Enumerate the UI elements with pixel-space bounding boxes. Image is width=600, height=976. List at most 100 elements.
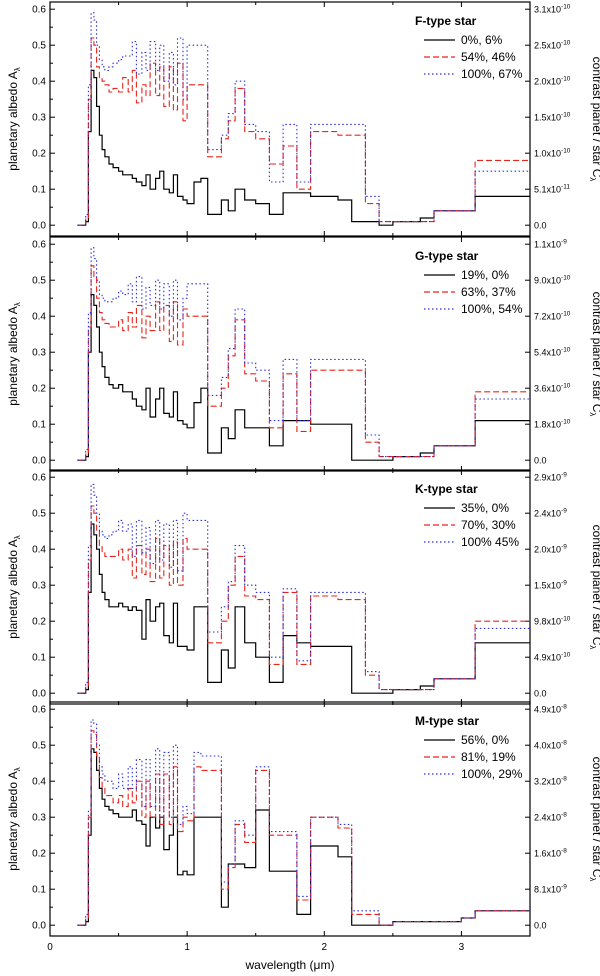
right-axis-label-subscript: λ — [588, 645, 597, 649]
legend-title: G-type star — [415, 249, 479, 263]
series-line-3 — [77, 12, 530, 226]
legend-title: M-type star — [415, 714, 479, 728]
right-tick-exponent: -11 — [561, 184, 570, 191]
y-tick-label: 0.2 — [32, 384, 46, 395]
y-axis-label-subscript: λ — [13, 302, 22, 306]
y-tick-label: 0.5 — [32, 276, 46, 287]
x-tick-label: 3 — [459, 942, 465, 953]
legend-entry: 100%, 54% — [461, 302, 523, 316]
right-tick-label: 1.8x10-10 — [534, 419, 571, 430]
plot-frame — [49, 1, 531, 237]
y-axis-label: planetary albedo Aλ — [6, 67, 22, 170]
right-tick-exponent: -10 — [561, 148, 571, 155]
y-tick-label: 0.1 — [32, 420, 46, 431]
right-axis-label-subscript: λ — [588, 177, 597, 181]
y-axis-label-subscript: λ — [13, 767, 22, 771]
right-axis-label: contrast planet / star Cλ — [588, 57, 600, 182]
right-tick-label: 3.6x10-10 — [534, 383, 571, 394]
right-tick-label: 7.2x10-10 — [534, 311, 571, 322]
right-tick-exponent: -8 — [561, 776, 567, 783]
right-tick-exponent: -10 — [561, 275, 571, 282]
right-axis-label-subscript: λ — [588, 877, 597, 881]
series-line-2 — [77, 265, 530, 461]
right-tick-label: 5.1x10-11 — [534, 184, 570, 195]
series-line-1 — [77, 69, 530, 226]
plot-frame — [49, 701, 531, 937]
right-tick-exponent: -9 — [561, 580, 567, 587]
y-tick-label: 0.3 — [32, 581, 46, 592]
y-axis-label: planetary albedo Aλ — [6, 767, 22, 870]
right-tick-exponent: -8 — [561, 740, 567, 747]
y-tick-label: 0.0 — [32, 689, 46, 700]
y-tick-label: 0.6 — [32, 240, 46, 251]
legend-entry: 54%, 46% — [461, 50, 516, 64]
right-tick-label: 2.0x10-9 — [534, 544, 567, 555]
y-tick-label: 0.0 — [32, 456, 46, 467]
legend-entry: 81%, 19% — [461, 750, 516, 764]
x-tick-label: 1 — [184, 942, 190, 953]
y-tick-label: 0.5 — [32, 741, 46, 752]
series-line-2 — [77, 37, 530, 226]
right-axis-label: contrast planet / star Cλ — [588, 757, 600, 882]
y-tick-label: 0.2 — [32, 849, 46, 860]
y-tick-label: 0.2 — [32, 149, 46, 160]
right-tick-label: 2.5x10-10 — [534, 40, 571, 51]
legend-title: K-type star — [415, 482, 478, 496]
y-tick-label: 0.3 — [32, 813, 46, 824]
series-line-1 — [77, 523, 530, 694]
x-tick-label: 2 — [322, 942, 328, 953]
right-tick-label: 0.0 — [534, 456, 547, 466]
y-tick-label: 0.1 — [32, 653, 46, 664]
right-tick-label: 4.9x10-8 — [534, 704, 567, 715]
right-tick-exponent: -10 — [561, 616, 571, 623]
right-tick-label: 0.0 — [534, 921, 547, 931]
y-tick-label: 0.4 — [32, 312, 46, 323]
plot-frame — [49, 469, 531, 705]
right-axis-label: contrast planet / star Cλ — [588, 292, 600, 417]
y-tick-label: 0.3 — [32, 113, 46, 124]
right-tick-label: 9.0x10-10 — [534, 275, 571, 286]
right-axis-label-subscript: λ — [588, 412, 597, 416]
right-tick-exponent: -10 — [561, 311, 571, 318]
panel-4: 0.0 0.1 0.2 0.3 0.4 0.5 0.6 0.0 8.1x10-9 1.6x10-8… — [6, 701, 600, 972]
y-tick-label: 0.2 — [32, 617, 46, 628]
legend-entry: 100%, 29% — [461, 767, 523, 781]
right-tick-exponent: -10 — [561, 40, 571, 47]
right-tick-exponent: -9 — [561, 884, 567, 891]
right-tick-exponent: -10 — [561, 652, 571, 659]
right-tick-label: 2.4x10-9 — [534, 508, 567, 519]
panel-2: 0.0 0.1 0.2 0.3 0.4 0.5 0.6 0.0 1.8x10-10 3.6x10-… — [6, 236, 600, 472]
plot-frame — [49, 236, 531, 472]
y-axis-label-subscript: λ — [13, 535, 22, 539]
right-tick-label: 1.6x10-8 — [534, 848, 567, 859]
right-tick-exponent: -10 — [561, 76, 571, 83]
legend-entry: 35%, 0% — [461, 501, 509, 515]
right-tick-label: 4.9x10-10 — [534, 652, 571, 663]
y-axis-label-subscript: λ — [13, 67, 22, 71]
right-tick-label: 5.4x10-10 — [534, 347, 571, 358]
y-axis-label: planetary albedo Aλ — [6, 302, 22, 405]
legend-entry: 56%, 0% — [461, 733, 509, 747]
y-tick-label: 0.4 — [32, 545, 46, 556]
right-tick-label: 3.1x10-10 — [534, 4, 571, 15]
legend-entry: 63%, 37% — [461, 285, 516, 299]
right-tick-exponent: -8 — [561, 704, 567, 711]
right-tick-exponent: -10 — [561, 419, 571, 426]
right-tick-exponent: -10 — [561, 383, 571, 390]
right-tick-label: 3.2x10-8 — [534, 776, 567, 787]
right-tick-label: 9.8x10-10 — [534, 616, 571, 627]
right-tick-label: 1.0x10-10 — [534, 148, 571, 159]
legend-entry: 100%, 67% — [461, 67, 523, 81]
legend-entry: 70%, 30% — [461, 518, 516, 532]
legend-title: F-type star — [415, 14, 477, 28]
series-line-3 — [77, 483, 530, 694]
legend-entry: 19%, 0% — [461, 268, 509, 282]
series-line-3 — [77, 719, 530, 926]
y-tick-label: 0.0 — [32, 221, 46, 232]
right-tick-label: 1.5x10-10 — [534, 112, 571, 123]
right-tick-exponent: -10 — [561, 4, 571, 11]
right-axis-label: contrast planet / star Cλ — [588, 525, 600, 650]
right-tick-exponent: -9 — [561, 544, 567, 551]
panel-3: 0.0 0.1 0.2 0.3 0.4 0.5 0.6 0.0 4.9x10-10 9.8x10-… — [6, 469, 600, 705]
right-tick-exponent: -9 — [561, 472, 567, 479]
